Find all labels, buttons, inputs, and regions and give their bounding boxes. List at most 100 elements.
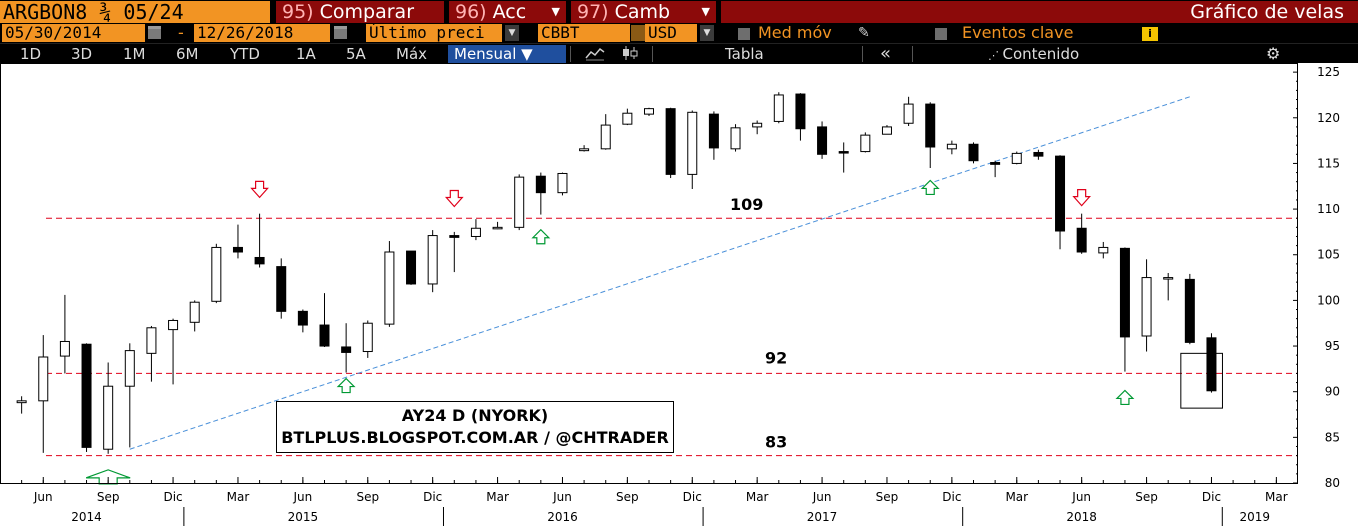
toolbar: 1D 3D 1M 6M YTD 1A 5A Máx Mensual ▼ Tabl…	[0, 43, 1358, 63]
ticker-field[interactable]: ARGBON8 ¾ 05/24	[0, 1, 270, 23]
chevron-down-icon[interactable]	[631, 25, 645, 41]
candle-up	[644, 108, 654, 115]
content-menu[interactable]: ⋰ Contenido	[988, 45, 1079, 63]
candle-down	[319, 324, 330, 347]
chevron-down-icon[interactable]: ▼	[700, 25, 714, 41]
level-label: 83	[765, 433, 787, 452]
actions-button[interactable]: 96) Acc ▼	[449, 1, 566, 23]
x-tick-label: Jun	[812, 490, 832, 504]
x-tick-label: Sep	[1135, 490, 1158, 504]
change-button[interactable]: 97) Camb ▼	[571, 1, 716, 23]
x-tick-label: Jun	[292, 490, 312, 504]
candle-down	[1119, 247, 1130, 338]
line-chart-icon[interactable]	[585, 45, 605, 63]
chevron-down-icon: ▼	[701, 5, 710, 18]
chevron-down-icon[interactable]: ▼	[505, 25, 519, 41]
candle-down	[925, 103, 936, 148]
candle-down	[1076, 227, 1087, 253]
candle-up	[860, 134, 871, 153]
calendar-icon[interactable]	[148, 26, 161, 39]
candle-up	[600, 124, 611, 150]
candle-down	[1206, 337, 1217, 392]
candle-up	[946, 143, 957, 150]
range-ytd-button[interactable]: YTD	[230, 45, 260, 63]
up-arrow-marker	[1115, 389, 1135, 406]
divider	[862, 46, 863, 62]
y-tick-label: 85	[1325, 430, 1340, 444]
candle-up	[384, 251, 395, 325]
chart-canvas: 109 92 83 80 85 90 95 100 105 110 115 120 125 Jun Se…	[0, 63, 1340, 526]
pencil-icon[interactable]: ✎	[858, 25, 870, 41]
candle-down	[990, 162, 1001, 165]
candle-up	[1098, 246, 1109, 254]
candle-down	[81, 343, 92, 448]
candle-up	[211, 246, 222, 302]
compare-number: 95)	[282, 1, 314, 23]
info-icon[interactable]: i	[1142, 27, 1158, 41]
range-max-button[interactable]: Máx	[396, 45, 428, 63]
y-tick-label: 125	[1317, 65, 1340, 79]
candle-up	[514, 176, 525, 228]
y-tick-label: 115	[1317, 156, 1340, 170]
year-label: 2017	[807, 510, 838, 524]
x-tick-label: Jun	[1071, 490, 1091, 504]
candle-up	[773, 94, 784, 122]
candle-up	[903, 103, 914, 124]
chevron-down-icon: ▼	[521, 45, 533, 63]
candle-up	[622, 112, 633, 125]
candle-up	[146, 327, 157, 354]
trendline	[129, 96, 1190, 450]
x-tick-label: Sep	[97, 490, 120, 504]
period-select[interactable]: Mensual ▼	[448, 45, 566, 63]
moving-average-checkbox[interactable]	[738, 28, 750, 40]
candle-down	[341, 346, 352, 353]
candle-down	[535, 175, 546, 194]
candle-down	[968, 143, 979, 162]
candle-down	[1184, 278, 1195, 343]
key-events-checkbox[interactable]	[935, 28, 947, 40]
candle-up	[687, 111, 698, 175]
source-field[interactable]: CBBT	[538, 24, 630, 42]
calendar-icon[interactable]	[334, 26, 347, 39]
price-field-select[interactable]: Último preci	[366, 24, 502, 42]
y-tick-label: 120	[1317, 111, 1340, 125]
collapse-icon[interactable]: «	[880, 43, 892, 64]
up-arrow-marker	[531, 228, 551, 245]
candle-up	[124, 350, 135, 387]
watermark-box: AY24 D (NYORK) BTLPLUS.BLOGSPOT.COM.AR /…	[276, 401, 674, 453]
range-1d-button[interactable]: 1D	[20, 45, 42, 63]
range-5a-button[interactable]: 5A	[346, 45, 366, 63]
down-arrow-marker	[1072, 189, 1092, 207]
candle-down	[276, 266, 287, 312]
candle-up	[470, 227, 481, 237]
range-6m-button[interactable]: 6M	[176, 45, 199, 63]
candle-up	[168, 319, 179, 331]
gear-icon[interactable]: ⚙	[1266, 44, 1281, 63]
candle-up	[881, 126, 892, 135]
candle-down	[449, 235, 460, 238]
x-tick-label: Mar	[486, 490, 509, 504]
candle-down	[665, 108, 676, 175]
y-tick-label: 80	[1325, 476, 1340, 490]
candle-up	[752, 122, 763, 128]
range-1m-button[interactable]: 1M	[123, 45, 146, 63]
candle-up	[1163, 277, 1174, 280]
candle-down	[254, 256, 265, 265]
range-1a-button[interactable]: 1A	[296, 45, 316, 63]
candlestick-chart: 109 92 83 80 85 90 95 100 105 110 115 120 125 Jun Se…	[0, 63, 1358, 526]
level-label: 92	[765, 348, 787, 367]
candle-icon[interactable]	[620, 45, 640, 63]
table-button[interactable]: Tabla	[725, 45, 764, 63]
up-arrow-marker	[920, 179, 940, 196]
start-date-field[interactable]: 05/30/2014	[2, 24, 145, 42]
end-date-field[interactable]: 12/26/2018	[194, 24, 330, 42]
title-bar: ARGBON8 ¾ 05/24 95) Comparar 96) Acc ▼ 9…	[0, 0, 1358, 23]
divider	[652, 46, 653, 62]
x-tick-label: Sep	[616, 490, 639, 504]
range-3d-button[interactable]: 3D	[71, 45, 93, 63]
y-tick-label: 90	[1325, 385, 1340, 399]
x-tick-label: Mar	[227, 490, 250, 504]
compare-button[interactable]: 95) Comparar	[276, 1, 444, 23]
controls-bar: 05/30/2014 - 12/26/2018 Último preci ▼ C…	[0, 23, 1358, 43]
currency-field[interactable]: USD	[645, 24, 697, 42]
